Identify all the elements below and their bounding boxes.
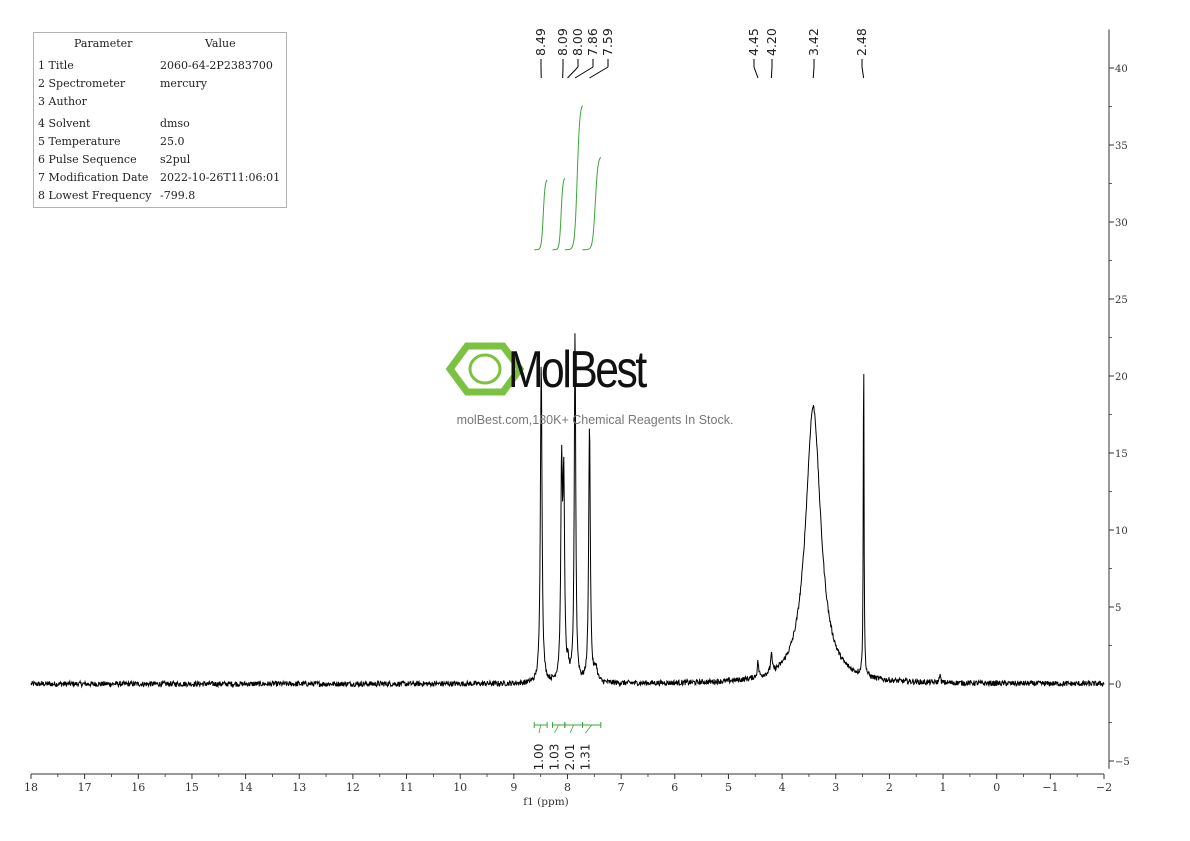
peak-leader [567, 66, 579, 79]
y-tick-label: 5 [1115, 603, 1121, 614]
header-value: Value [205, 37, 236, 50]
parameter-row: 5 Temperature 25.0 [34, 134, 286, 150]
x-tick-label: 17 [78, 781, 92, 794]
peak-leader [589, 66, 609, 79]
x-tick-label: 12 [346, 781, 360, 794]
parameter-value: -799.8 [160, 189, 196, 202]
y-axis: −5 0 5 10 15 20 25 30 35 40 [1108, 29, 1130, 769]
y-tick-label: 25 [1115, 295, 1128, 306]
parameter-row: 6 Pulse Sequence s2pul [34, 152, 286, 168]
peak-label: 8.49 [533, 28, 548, 56]
peak-leader [861, 66, 865, 79]
x-tick-label: 10 [453, 781, 467, 794]
y-tick-label: 10 [1115, 526, 1128, 537]
parameter-name: 8 Lowest Frequency [38, 189, 152, 202]
spectrum-line [30, 333, 1105, 689]
x-tick-label: 1 [940, 781, 947, 794]
parameter-name: 7 Modification Date [38, 171, 149, 184]
parameter-row: 7 Modification Date 2022-10-26T11:06:01 [34, 170, 286, 186]
peak-labels: 8.49 8.09 8.00 7.86 7.59 4.45 4.20 3.42 2.48 [533, 28, 869, 79]
hexagon-logo-ring-icon [468, 353, 502, 385]
integral-curve [552, 178, 566, 251]
parameter-value: dmso [160, 117, 190, 130]
integral-curve [534, 179, 548, 251]
parameter-table: Parameter Value 1 Title 2060-64-2P238370… [33, 32, 287, 208]
watermark-tagline: molBest.com,180K+ Chemical Reagents In S… [456, 413, 734, 427]
integral-curves [533, 105, 602, 734]
peak-label: 8.09 [555, 28, 570, 56]
peak-label: 3.42 [806, 28, 821, 56]
x-tick-label: 5 [725, 781, 732, 794]
parameter-name: 4 Solvent [38, 117, 91, 130]
parameter-value: 2022-10-26T11:06:01 [160, 171, 281, 184]
x-tick-label: 15 [185, 781, 199, 794]
y-tick-label: −5 [1115, 757, 1130, 768]
integral-leader [538, 724, 542, 734]
parameter-table-header: Parameter Value [34, 36, 286, 52]
x-tick-label: −1 [1042, 781, 1058, 794]
x-tick-label: 0 [993, 781, 1000, 794]
parameter-value: 25.0 [160, 135, 185, 148]
parameter-row: 1 Title 2060-64-2P2383700 [34, 58, 286, 74]
x-tick-label: −2 [1096, 781, 1112, 794]
x-tick-label: 7 [618, 781, 625, 794]
parameter-value: mercury [160, 77, 207, 90]
peak-leader [574, 66, 594, 79]
integral-leader [585, 724, 592, 734]
y-tick-label: 0 [1115, 680, 1121, 691]
parameter-value: s2pul [160, 153, 191, 166]
x-tick-label: 8 [564, 781, 571, 794]
x-tick-label: 2 [886, 781, 893, 794]
hexagon-logo-icon [445, 342, 525, 396]
y-tick-label: 35 [1115, 141, 1128, 152]
integral-leader [554, 724, 560, 734]
x-tick-label: 13 [292, 781, 306, 794]
x-tick-label: 14 [239, 781, 253, 794]
peak-leader [812, 66, 815, 79]
x-tick-label: 6 [671, 781, 678, 794]
parameter-row: 3 Author [34, 94, 286, 110]
parameter-row: 8 Lowest Frequency -799.8 [34, 188, 286, 204]
x-tick-label: 3 [832, 781, 839, 794]
y-tick-label: 20 [1115, 372, 1128, 383]
peak-label: 7.86 [585, 28, 600, 56]
y-tick-label: 15 [1115, 449, 1128, 460]
parameter-name: 3 Author [38, 95, 87, 108]
parameter-row: 2 Spectrometer mercury [34, 76, 286, 92]
x-axis: 18 17 16 15 14 13 12 11 10 9 8 7 6 5 4 3 2 1 0 −1 −2f1 (ppm) [24, 773, 1112, 808]
peak-label: 7.59 [600, 28, 615, 56]
molbest-logo [445, 342, 525, 396]
y-tick-label: 40 [1115, 64, 1128, 75]
integral-leader [569, 724, 575, 734]
watermark-brand: MolBest [508, 341, 647, 399]
header-parameter: Parameter [74, 37, 133, 50]
integral-value-label: 1.31 [579, 744, 593, 771]
parameter-name: 2 Spectrometer [38, 77, 126, 90]
integral-curve [564, 105, 583, 251]
y-tick-label: 30 [1115, 218, 1128, 229]
parameter-value: 2060-64-2P2383700 [160, 59, 273, 72]
integral-labels: 1.00 1.03 2.01 1.31 [532, 744, 593, 771]
peak-label: 8.00 [570, 28, 585, 56]
x-tick-label: 11 [400, 781, 414, 794]
parameter-name: 5 Temperature [38, 135, 121, 148]
parameter-name: 6 Pulse Sequence [38, 153, 137, 166]
x-axis-label: f1 (ppm) [523, 796, 569, 808]
peak-label: 2.48 [854, 28, 869, 56]
peak-label: 4.20 [764, 28, 779, 56]
x-tick-label: 16 [131, 781, 145, 794]
integral-value-label: 2.01 [563, 744, 577, 771]
x-tick-label: 9 [510, 781, 517, 794]
x-tick-label: 4 [779, 781, 786, 794]
x-tick-label: 18 [24, 781, 38, 794]
parameter-name: 1 Title [38, 59, 74, 72]
integral-curve [582, 156, 602, 251]
peak-label: 4.45 [746, 28, 761, 56]
peak-leader [770, 66, 773, 79]
peak-leader [753, 66, 759, 79]
integral-value-label: 1.00 [532, 744, 546, 771]
integral-value-label: 1.03 [548, 744, 562, 771]
parameter-row: 4 Solvent dmso [34, 116, 286, 132]
